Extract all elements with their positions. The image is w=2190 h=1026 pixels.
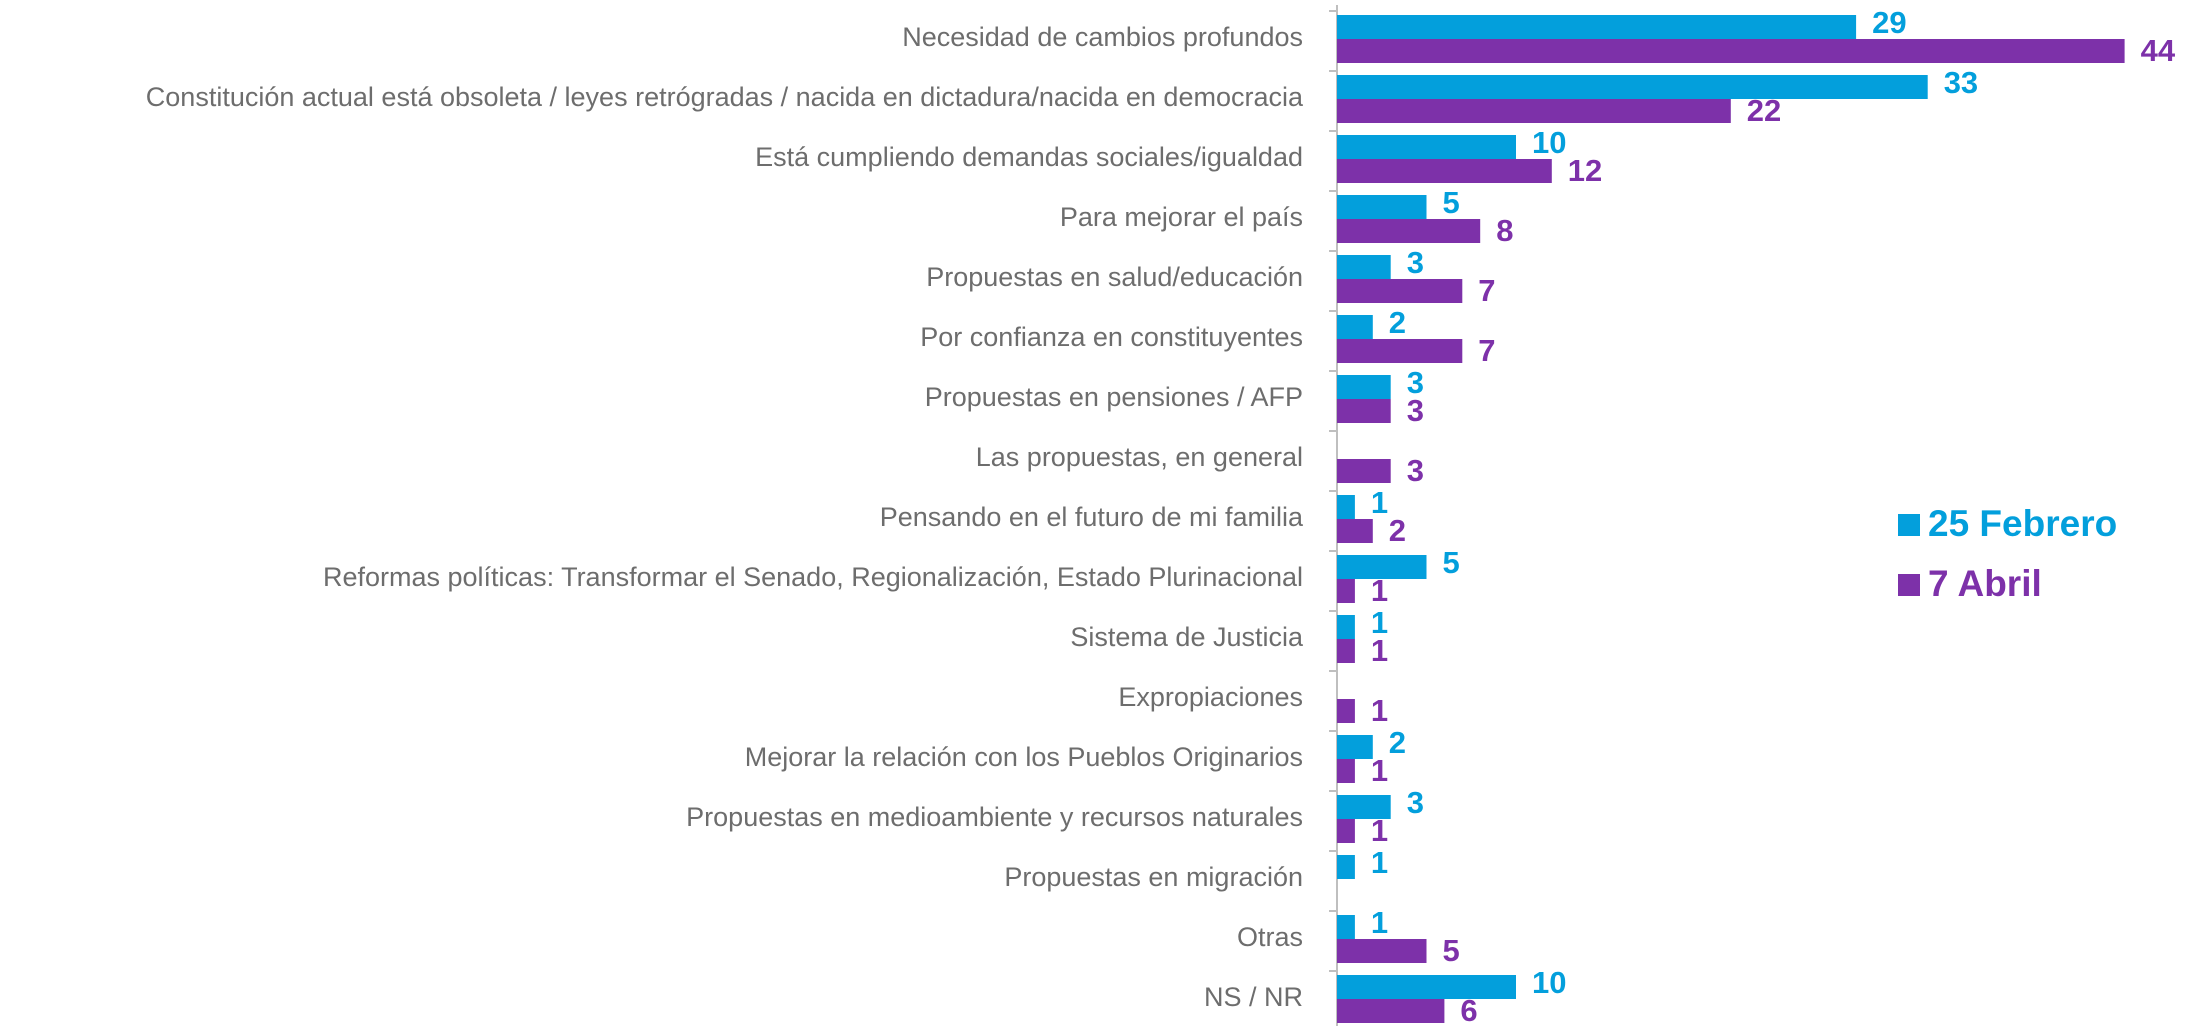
value-label: 1 — [1371, 693, 1388, 728]
bar — [1337, 159, 1552, 183]
bar — [1337, 555, 1427, 579]
legend-swatch — [1898, 574, 1920, 596]
bar — [1337, 315, 1373, 339]
bar — [1337, 639, 1355, 663]
category-label: Otras — [1237, 922, 1303, 952]
category-label: Sistema de Justicia — [1070, 622, 1304, 652]
value-label: 2 — [1389, 305, 1406, 340]
category-label: Propuestas en migración — [1004, 862, 1303, 892]
category-label: NS / NR — [1204, 982, 1303, 1012]
bar — [1337, 75, 1928, 99]
value-label: 1 — [1371, 845, 1388, 880]
bar — [1337, 759, 1355, 783]
category-label: Constitución actual está obsoleta / leye… — [146, 82, 1304, 112]
value-label: 6 — [1460, 993, 1477, 1026]
category-label: Mejorar la relación con los Pueblos Orig… — [745, 742, 1303, 772]
value-label: 1 — [1371, 605, 1388, 640]
value-label: 3 — [1407, 785, 1424, 820]
bar — [1337, 219, 1481, 243]
bar — [1337, 339, 1463, 363]
category-label: Por confianza en constituyentes — [920, 322, 1303, 352]
bar — [1337, 735, 1373, 759]
bar — [1337, 495, 1355, 519]
bar — [1337, 819, 1355, 843]
value-label: 10 — [1532, 965, 1566, 1000]
category-label: Propuestas en salud/educación — [926, 262, 1303, 292]
bar — [1337, 975, 1516, 999]
bar — [1337, 279, 1463, 303]
value-label: 1 — [1371, 573, 1388, 608]
bar — [1337, 519, 1373, 543]
value-label: 33 — [1944, 65, 1978, 100]
value-label: 2 — [1389, 513, 1406, 548]
value-label: 12 — [1568, 153, 1602, 188]
value-label: 7 — [1478, 273, 1495, 308]
category-label: Propuestas en pensiones / AFP — [925, 382, 1303, 412]
bar — [1337, 579, 1355, 603]
category-label: Pensando en el futuro de mi familia — [880, 502, 1304, 532]
category-label: Expropiaciones — [1118, 682, 1303, 712]
value-label: 22 — [1747, 93, 1781, 128]
value-label: 5 — [1443, 933, 1460, 968]
bar — [1337, 615, 1355, 639]
bar — [1337, 459, 1391, 483]
value-label: 29 — [1872, 5, 1906, 40]
value-label: 2 — [1389, 725, 1406, 760]
category-label: Está cumpliendo demandas sociales/iguald… — [755, 142, 1303, 172]
value-label: 3 — [1407, 393, 1424, 428]
legend-label: 7 Abril — [1928, 563, 2042, 604]
bar — [1337, 915, 1355, 939]
category-label: Las propuestas, en general — [976, 442, 1303, 472]
bar — [1337, 99, 1731, 123]
bar — [1337, 195, 1427, 219]
value-label: 1 — [1371, 813, 1388, 848]
value-label: 1 — [1371, 633, 1388, 668]
bar — [1337, 699, 1355, 723]
value-label: 3 — [1407, 365, 1424, 400]
value-label: 1 — [1371, 905, 1388, 940]
legend-swatch — [1898, 514, 1920, 536]
value-label: 10 — [1532, 125, 1566, 160]
value-label: 44 — [2141, 33, 2176, 68]
bar — [1337, 795, 1391, 819]
bar — [1337, 375, 1391, 399]
bar — [1337, 855, 1355, 879]
value-label: 7 — [1478, 333, 1495, 368]
bar — [1337, 135, 1516, 159]
bar — [1337, 399, 1391, 423]
category-label: Propuestas en medioambiente y recursos n… — [686, 802, 1303, 832]
bar — [1337, 999, 1445, 1023]
bar — [1337, 939, 1427, 963]
bar — [1337, 39, 2125, 63]
value-label: 3 — [1407, 245, 1424, 280]
value-label: 5 — [1443, 185, 1460, 220]
bar — [1337, 15, 1857, 39]
legend-label: 25 Febrero — [1928, 503, 2117, 544]
category-label: Reformas políticas: Transformar el Senad… — [323, 562, 1303, 592]
value-label: 3 — [1407, 453, 1424, 488]
category-label: Para mejorar el país — [1060, 202, 1303, 232]
category-label: Necesidad de cambios profundos — [902, 22, 1303, 52]
value-label: 1 — [1371, 485, 1388, 520]
bar — [1337, 255, 1391, 279]
value-label: 1 — [1371, 753, 1388, 788]
value-label: 8 — [1496, 213, 1513, 248]
value-label: 5 — [1443, 545, 1460, 580]
